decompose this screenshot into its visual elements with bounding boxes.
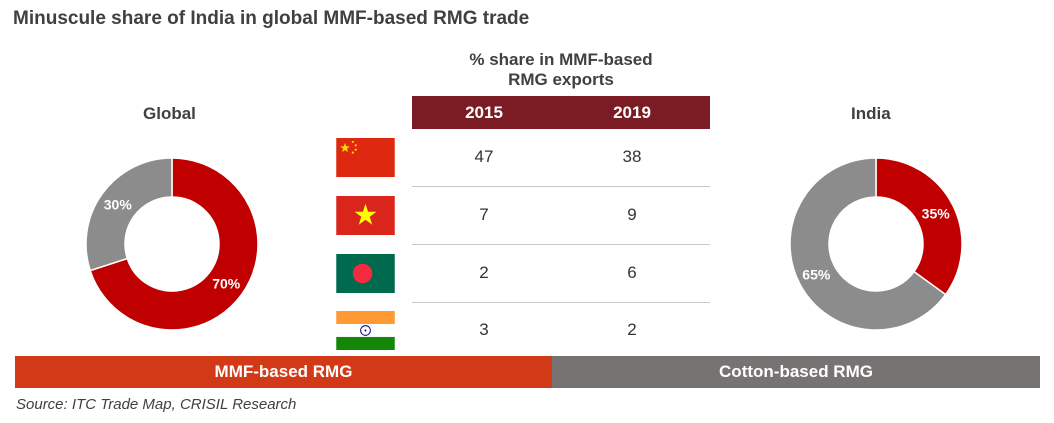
table-row: 3 2 [412, 302, 710, 359]
table-row: 7 9 [412, 187, 710, 245]
source-note: Source: ITC Trade Map, CRISIL Research [16, 396, 297, 413]
china-2015-value: 47 [474, 147, 494, 166]
india-2019-value: 2 [627, 320, 637, 339]
india-slice-mmf [875, 157, 963, 296]
chart-title: Minuscule share of India in global MMF-b… [13, 8, 530, 29]
global-slice-cotton [85, 157, 173, 272]
year-header-bar: 2015 2019 [412, 96, 710, 129]
global-donut-chart: 70% 30% [85, 157, 259, 331]
india-flag-icon [336, 311, 395, 350]
bangladesh-2019-value: 6 [627, 263, 637, 282]
table-heading: % share in MMF-based RMG exports [412, 50, 710, 90]
china-flag-icon [336, 138, 395, 177]
india-donut-chart: 35% 65% [789, 157, 963, 331]
bangladesh-2015-value: 2 [479, 263, 489, 282]
table-row: 2 6 [412, 245, 710, 303]
india-donut-title: India [851, 104, 891, 123]
vietnam-flag-icon [336, 196, 395, 235]
india-slice-label-cotton: 65% [802, 266, 831, 282]
year-2015-header: 2015 [465, 103, 503, 122]
india-slice-cotton [789, 157, 947, 331]
cotton-legend-bar: Cotton-based RMG [552, 356, 1040, 388]
global-slice-label-cotton: 30% [104, 197, 133, 213]
bangladesh-flag-icon [336, 254, 395, 293]
china-2019-value: 38 [622, 147, 642, 166]
india-2015-value: 3 [479, 320, 489, 339]
global-donut-title: Global [143, 104, 196, 123]
table-heading-line2: RMG exports [508, 70, 614, 89]
global-slice-label-mmf: 70% [212, 275, 241, 291]
vietnam-2019-value: 9 [627, 205, 637, 224]
vietnam-2015-value: 7 [479, 205, 489, 224]
mmf-legend-bar: MMF-based RMG [15, 356, 552, 388]
table-heading-line1: % share in MMF-based [469, 50, 653, 69]
year-2019-header: 2019 [613, 103, 651, 122]
global-slice-mmf [89, 157, 259, 331]
india-slice-label-mmf: 35% [922, 206, 951, 222]
table-row: 47 38 [412, 129, 710, 187]
